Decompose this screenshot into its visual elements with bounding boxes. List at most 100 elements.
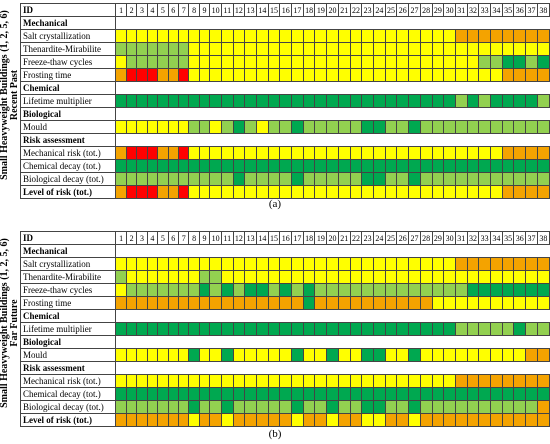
heatmap-cell bbox=[490, 94, 503, 108]
heatmap-cell bbox=[349, 55, 363, 69]
heatmap-cell bbox=[349, 42, 363, 56]
heatmap-cell bbox=[267, 413, 281, 427]
heatmap-cell bbox=[291, 374, 304, 388]
heatmap-cell bbox=[466, 29, 480, 43]
heatmap-cell bbox=[466, 296, 480, 310]
heatmap-cell bbox=[490, 55, 503, 69]
heatmap-cell bbox=[232, 296, 246, 310]
column-label: 27 bbox=[408, 3, 421, 17]
heatmap-cell bbox=[188, 42, 200, 56]
column-label: 21 bbox=[337, 3, 351, 17]
heatmap-cell bbox=[177, 68, 190, 82]
heatmap-cell bbox=[384, 120, 398, 134]
heatmap-cell bbox=[267, 374, 281, 388]
heatmap-cell bbox=[232, 257, 246, 271]
heatmap-cell bbox=[291, 322, 304, 336]
heatmap-cell bbox=[279, 172, 293, 186]
column-label: 2 bbox=[125, 231, 138, 245]
heatmap-cell bbox=[146, 374, 159, 388]
heatmap-cell bbox=[408, 400, 421, 414]
heatmap-cell bbox=[443, 400, 456, 414]
heatmap-cell bbox=[198, 257, 211, 271]
heatmap-cell bbox=[188, 146, 200, 160]
heatmap-cell bbox=[536, 322, 550, 336]
heatmap-cell bbox=[167, 296, 180, 310]
section-row: Risk assessment bbox=[19, 361, 550, 375]
heatmap-cell bbox=[291, 159, 304, 173]
heatmap-cell bbox=[513, 120, 527, 134]
heatmap-cell bbox=[115, 374, 127, 388]
section-label: Biological bbox=[19, 107, 117, 121]
heatmap-cell bbox=[536, 159, 550, 173]
heatmap-cell bbox=[466, 387, 480, 401]
heatmap-cell bbox=[302, 94, 316, 108]
column-label: 38 bbox=[536, 231, 550, 245]
heatmap-cell bbox=[220, 374, 234, 388]
column-label: 26 bbox=[396, 231, 410, 245]
heatmap-cell bbox=[431, 55, 445, 69]
heatmap-cell bbox=[525, 348, 538, 362]
heatmap-cell bbox=[361, 348, 374, 362]
heatmap-cell bbox=[157, 185, 169, 199]
heatmap-cell bbox=[536, 55, 550, 69]
heatmap-cell bbox=[454, 348, 468, 362]
column-label: 38 bbox=[536, 3, 550, 17]
heatmap-cell bbox=[244, 374, 257, 388]
heatmap-cell bbox=[302, 283, 316, 297]
heatmap-cell bbox=[157, 172, 169, 186]
column-label: 5 bbox=[157, 3, 169, 17]
heatmap-cell bbox=[501, 159, 515, 173]
heatmap-cell bbox=[198, 270, 211, 284]
heatmap-cell bbox=[136, 29, 148, 43]
heatmap-cell bbox=[536, 413, 550, 427]
heatmap-cell bbox=[361, 413, 374, 427]
heatmap-cell bbox=[279, 296, 293, 310]
heatmap-cell bbox=[513, 185, 527, 199]
heatmap-cell bbox=[454, 257, 468, 271]
heatmap-cell bbox=[279, 159, 293, 173]
heatmap-cell bbox=[373, 185, 386, 199]
heatmap-cell bbox=[209, 322, 222, 336]
column-label: 31 bbox=[454, 231, 468, 245]
heatmap-cell bbox=[525, 172, 538, 186]
heatmap-cell bbox=[146, 257, 159, 271]
heatmap-cell bbox=[291, 296, 304, 310]
heatmap-cell bbox=[188, 413, 200, 427]
heatmap-row: Mechanical risk (tot.) bbox=[19, 146, 550, 160]
heatmap-cell bbox=[267, 42, 281, 56]
heatmap-cell bbox=[408, 270, 421, 284]
heatmap-cell bbox=[384, 185, 398, 199]
heatmap-cell bbox=[255, 29, 269, 43]
heatmap-cell bbox=[408, 159, 421, 173]
row-label: Biological decay (tot.) bbox=[19, 172, 117, 186]
heatmap-cell bbox=[302, 400, 316, 414]
heatmap-cell bbox=[188, 296, 200, 310]
heatmap-cell bbox=[167, 283, 180, 297]
heatmap-cell bbox=[157, 146, 169, 160]
heatmap-cell bbox=[373, 374, 386, 388]
heatmap-cell bbox=[188, 374, 200, 388]
side-label-b-period: Far Future bbox=[9, 299, 20, 347]
heatmap-cell bbox=[501, 185, 515, 199]
heatmap-table-a: ID 1 2 3 4 5 6 7 8 9 10 11 12 13 14 15 16 17 18 19 20 21 22 23 2… bbox=[19, 3, 550, 199]
heatmap-cell bbox=[373, 68, 386, 82]
row-label: Mould bbox=[19, 120, 117, 134]
heatmap-cell bbox=[115, 322, 127, 336]
heatmap-cell bbox=[279, 94, 293, 108]
heatmap-cell bbox=[431, 172, 445, 186]
heatmap-cell bbox=[384, 29, 398, 43]
section-label: Chemical bbox=[19, 81, 117, 95]
heatmap-cell bbox=[255, 172, 269, 186]
column-label: 33 bbox=[478, 3, 492, 17]
heatmap-cell bbox=[478, 146, 492, 160]
heatmap-cell bbox=[408, 374, 421, 388]
heatmap-cell bbox=[384, 283, 398, 297]
heatmap-cell bbox=[188, 29, 200, 43]
heatmap-cell bbox=[454, 374, 468, 388]
heatmap-cell bbox=[291, 283, 304, 297]
heatmap-cell bbox=[255, 270, 269, 284]
heatmap-cell bbox=[157, 68, 169, 82]
heatmap-cell bbox=[326, 68, 339, 82]
section-spacer bbox=[115, 81, 550, 95]
heatmap-cell bbox=[220, 172, 234, 186]
